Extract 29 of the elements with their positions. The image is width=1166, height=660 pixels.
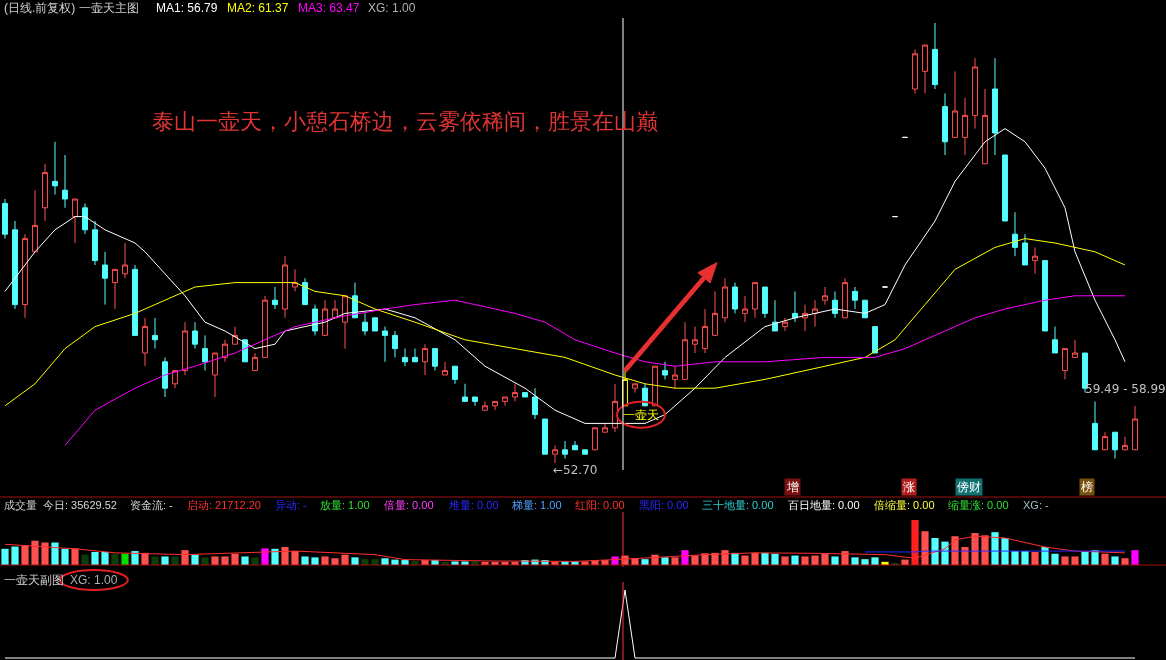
text: 黑阳: 0.00 [639, 499, 689, 511]
text: MA2: 61.37 [227, 1, 289, 15]
text: 资金流: - [130, 499, 174, 511]
chart-title: (日线.前复权) 一壶天主图 [4, 1, 139, 15]
text: 红阳: 0.00 [575, 499, 625, 511]
text: 增 [786, 480, 799, 494]
text: XG: 1.00 [70, 573, 118, 587]
text: 堆量: 0.00 [448, 499, 499, 511]
text: 倍缩量: 0.00 [874, 499, 935, 511]
annotation: 59.49 - 58.99 [1085, 382, 1166, 396]
text: MA3: 63.47 [298, 1, 360, 15]
text: MA1: 56.79 [156, 1, 218, 15]
text: 倍量: 0.00 [384, 499, 434, 511]
chart-title: 成交量 [4, 499, 37, 511]
text: 三十地量: 0.00 [702, 499, 774, 511]
text: 异动: - [275, 499, 308, 511]
text: 缩量涨: 0.00 [948, 499, 1009, 511]
text: XG: 1.00 [368, 1, 416, 15]
text: 涨 [903, 480, 915, 494]
text: 放量: 1.00 [320, 499, 370, 511]
text: 傍财 [957, 480, 981, 494]
text: 启动: 21712.20 [187, 499, 261, 511]
text: 今日: 35629.52 [43, 499, 117, 511]
text: 百日地量: 0.00 [788, 499, 860, 511]
text: 榜 [1081, 480, 1093, 494]
text: XG: - [1023, 499, 1050, 511]
annotation: ←52.70 [553, 463, 598, 477]
text: 梯量: 1.00 [511, 499, 562, 511]
annotation: 一壶天 [623, 408, 659, 422]
